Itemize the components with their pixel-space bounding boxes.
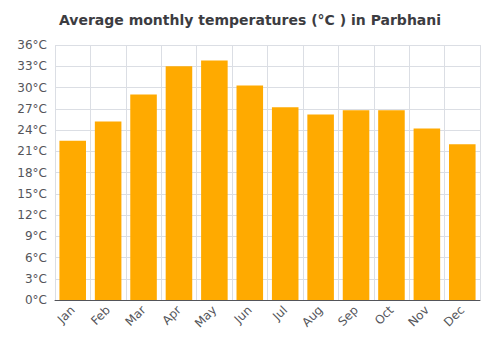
svg-text:15°C: 15°C — [17, 187, 47, 201]
svg-text:30°C: 30°C — [17, 81, 47, 95]
svg-text:Feb: Feb — [88, 303, 113, 328]
svg-text:0°C: 0°C — [25, 293, 47, 307]
svg-text:May: May — [192, 303, 219, 330]
svg-text:3°C: 3°C — [25, 272, 47, 286]
svg-text:9°C: 9°C — [25, 229, 47, 243]
svg-text:Apr: Apr — [159, 303, 184, 328]
svg-text:Aug: Aug — [299, 303, 325, 329]
svg-text:Jun: Jun — [231, 303, 255, 327]
svg-text:Oct: Oct — [372, 303, 397, 328]
svg-text:Nov: Nov — [405, 303, 431, 329]
svg-text:6°C: 6°C — [25, 251, 47, 265]
svg-text:27°C: 27°C — [17, 102, 47, 116]
svg-text:Average monthly temperatures (: Average monthly temperatures (°C ) in Pa… — [59, 12, 441, 28]
svg-text:Dec: Dec — [441, 303, 467, 329]
svg-text:Jan: Jan — [54, 303, 78, 327]
svg-text:21°C: 21°C — [17, 144, 47, 158]
svg-text:36°C: 36°C — [17, 38, 47, 52]
svg-text:12°C: 12°C — [17, 208, 47, 222]
svg-text:24°C: 24°C — [17, 123, 47, 137]
svg-text:Sep: Sep — [335, 303, 361, 329]
svg-text:Mar: Mar — [123, 303, 149, 329]
svg-text:Jul: Jul — [269, 303, 290, 324]
svg-text:33°C: 33°C — [17, 59, 47, 73]
svg-text:18°C: 18°C — [17, 166, 47, 180]
